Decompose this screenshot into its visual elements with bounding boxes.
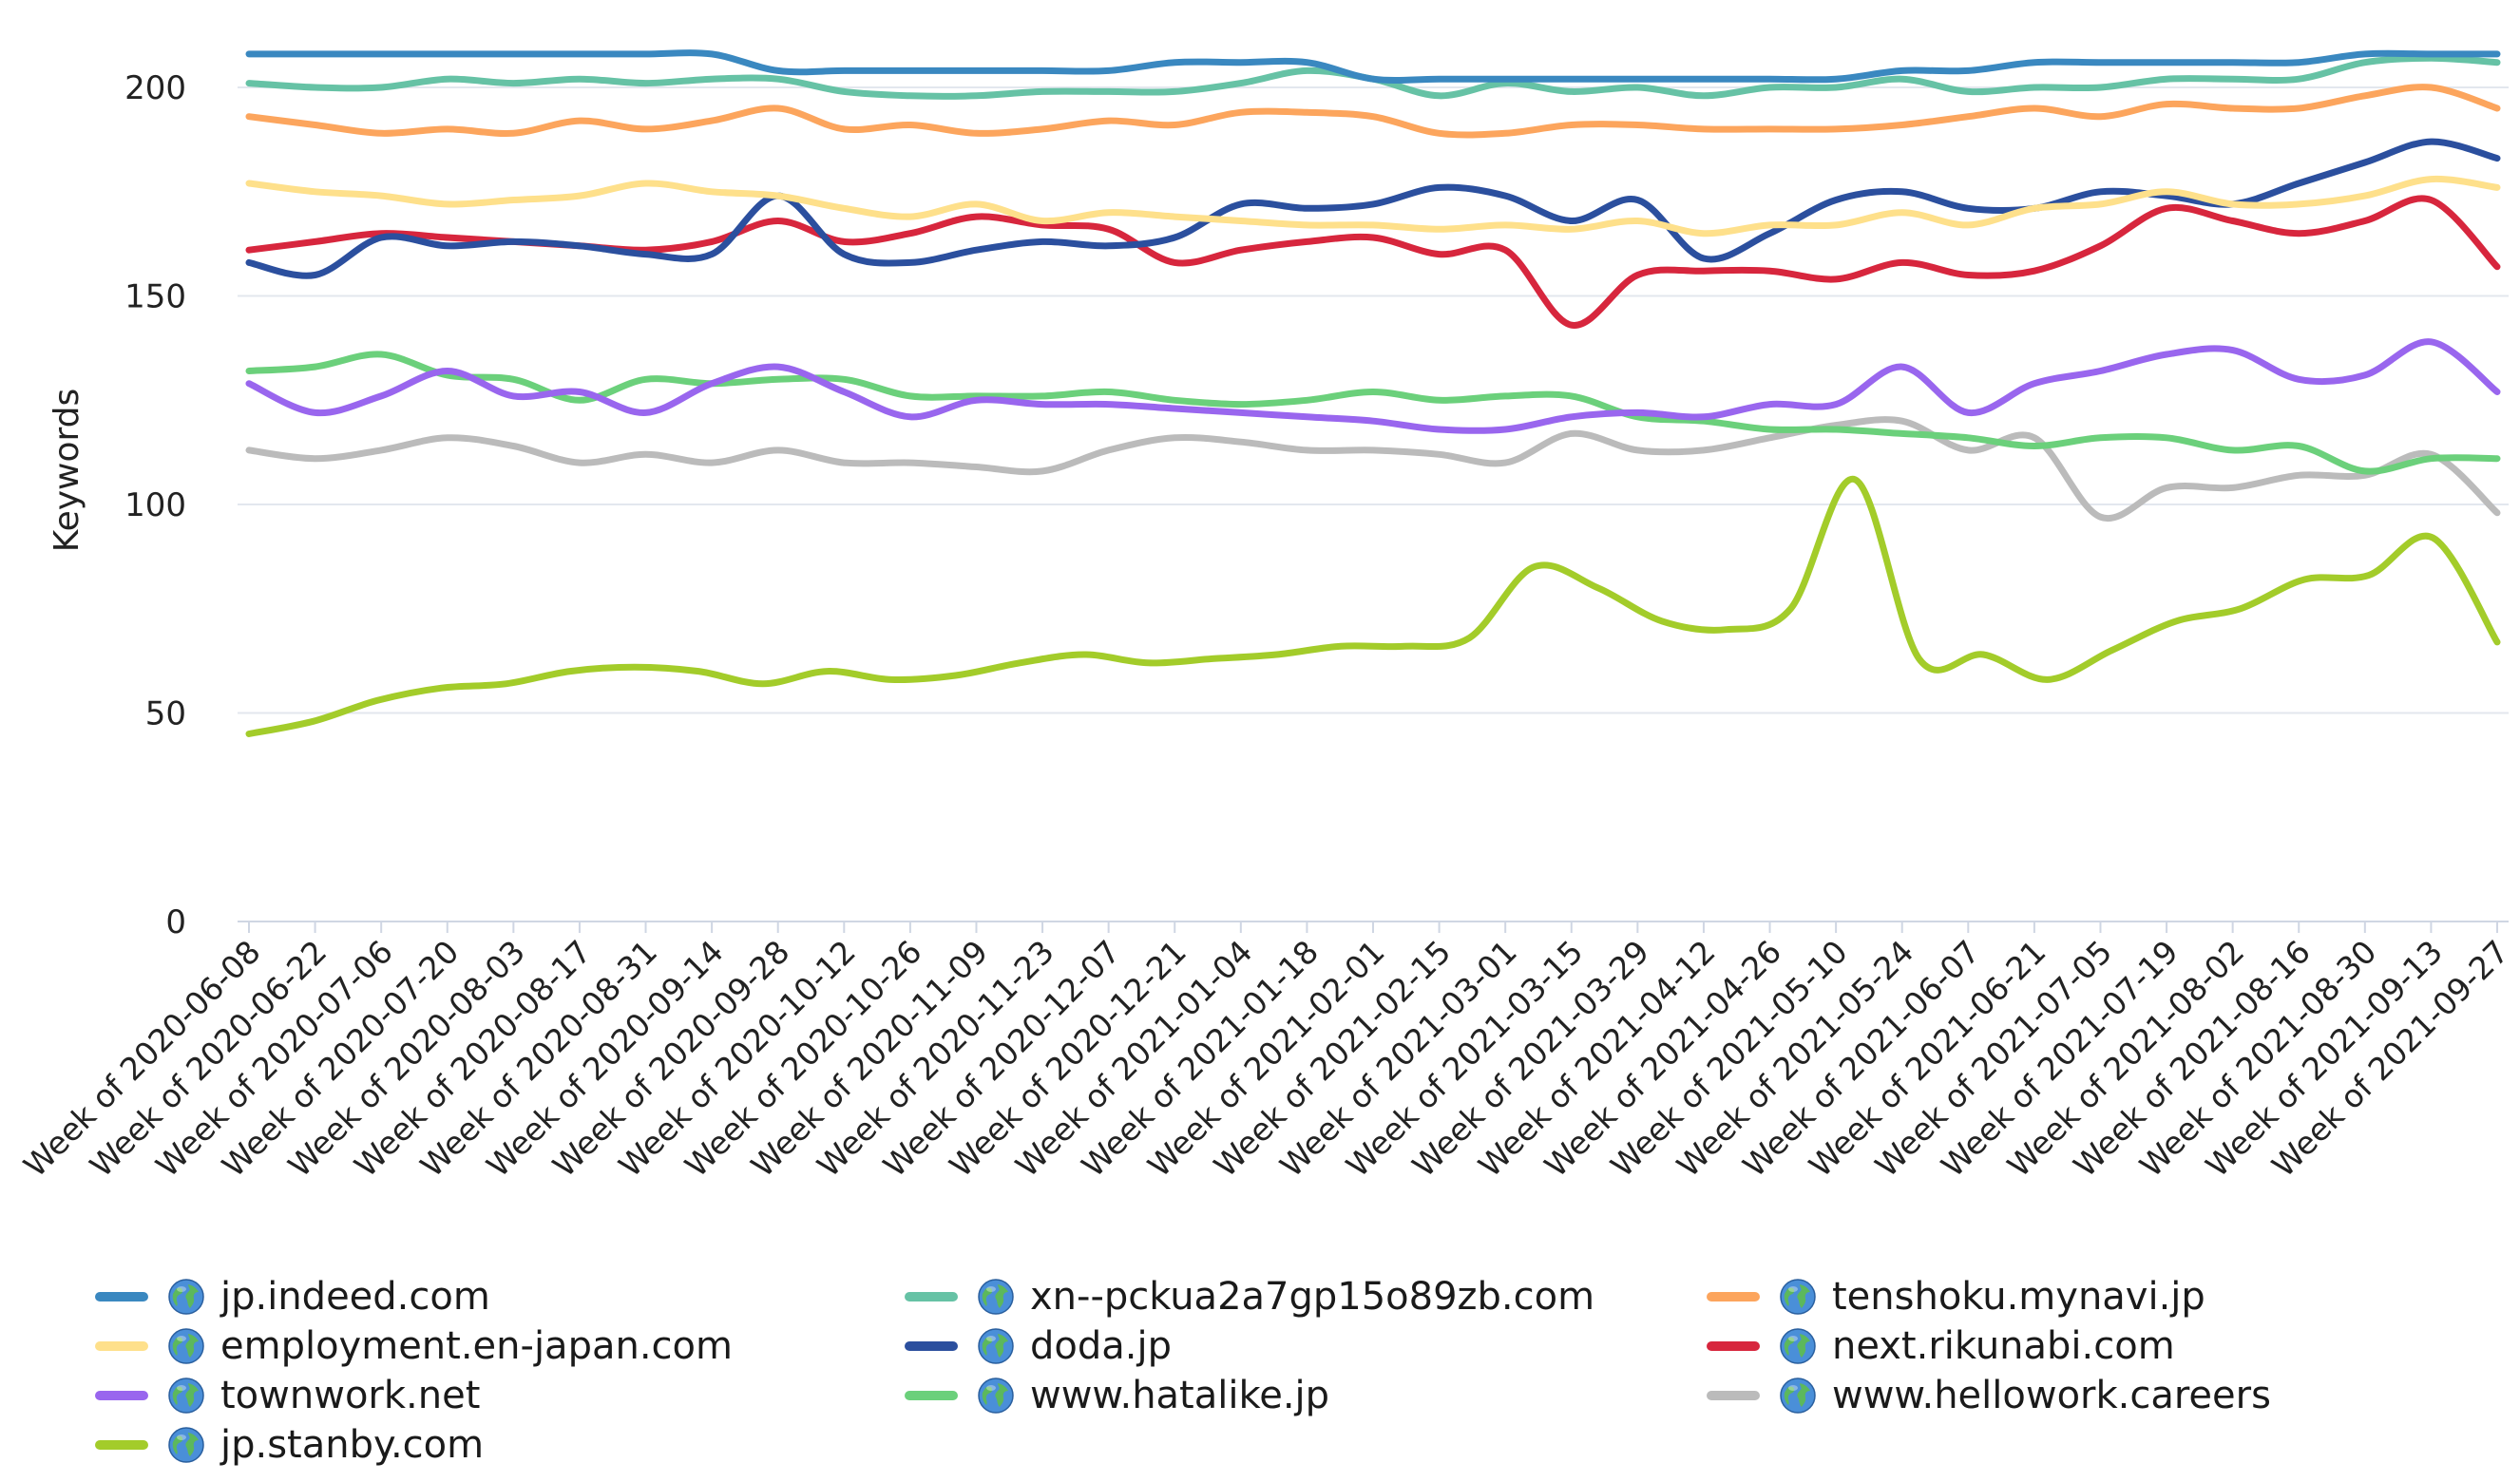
legend-label: employment.en-japan.com (220, 1324, 733, 1368)
legend-label: xn--pckua2a7gp15o89zb.com (1030, 1275, 1595, 1319)
globe-icon (168, 1279, 204, 1315)
legend-swatch (95, 1292, 148, 1302)
legend-label: next.rikunabi.com (1832, 1324, 2175, 1368)
legend-item[interactable]: next.rikunabi.com (1707, 1322, 2175, 1370)
y-tick-label: 100 (124, 486, 186, 524)
globe-icon (978, 1328, 1014, 1364)
legend-item[interactable]: www.hellowork.careers (1707, 1372, 2271, 1419)
legend-item[interactable]: tenshoku.mynavi.jp (1707, 1273, 2205, 1320)
series-line-employment-en-japan-com[interactable] (245, 175, 2501, 238)
legend-label: jp.indeed.com (220, 1275, 490, 1319)
legend-swatch (1707, 1391, 1760, 1400)
legend-item[interactable]: jp.indeed.com (95, 1273, 490, 1320)
globe-icon (1780, 1328, 1816, 1364)
series-line-next-rikunabi-com[interactable] (245, 195, 2501, 329)
series-line-townwork-net[interactable] (245, 338, 2501, 434)
globe-icon (1780, 1378, 1816, 1414)
legend-swatch (1707, 1292, 1760, 1302)
legend-swatch (95, 1440, 148, 1450)
legend-item[interactable]: doda.jp (905, 1322, 1172, 1370)
legend-label: jp.stanby.com (220, 1423, 485, 1467)
legend-swatch (95, 1391, 148, 1400)
y-tick-label: 50 (145, 695, 186, 733)
legend-label: www.hellowork.careers (1832, 1374, 2271, 1417)
legend-swatch (905, 1391, 958, 1400)
series-line-jp-stanby-com[interactable] (245, 476, 2501, 737)
legend-swatch (905, 1341, 958, 1351)
series-line-jp-indeed-com[interactable] (245, 49, 2501, 84)
legend-item[interactable]: xn--pckua2a7gp15o89zb.com (905, 1273, 1594, 1320)
legend-label: www.hatalike.jp (1030, 1374, 1330, 1417)
globe-icon (168, 1427, 204, 1463)
y-tick-label: 150 (124, 278, 186, 316)
legend-swatch (95, 1341, 148, 1351)
legend-label: townwork.net (220, 1374, 481, 1417)
globe-icon (978, 1378, 1014, 1414)
series-lines (245, 49, 2501, 737)
globe-icon (168, 1378, 204, 1414)
legend-label: tenshoku.mynavi.jp (1832, 1275, 2205, 1319)
globe-icon (168, 1328, 204, 1364)
legend-item[interactable]: townwork.net (95, 1372, 480, 1419)
chart-legend: jp.indeed.com xn--pckua2a7gp15o89zb.com te… (95, 1273, 2509, 1477)
series-line-www-hatalike-jp[interactable] (245, 351, 2501, 475)
legend-item[interactable]: employment.en-japan.com (95, 1322, 733, 1370)
y-axis-title: Keywords (48, 389, 86, 553)
y-axis: 0 50 100 150 200 (124, 69, 186, 941)
gridlines (238, 86, 2509, 922)
globe-icon (978, 1279, 1014, 1315)
legend-swatch (905, 1292, 958, 1302)
legend-swatch (1707, 1341, 1760, 1351)
series-line-doda-jp[interactable] (245, 138, 2501, 279)
series-line-www-hellowork-careers[interactable] (245, 416, 2501, 522)
globe-icon (1780, 1279, 1816, 1315)
y-tick-label: 0 (165, 903, 186, 941)
legend-item[interactable]: www.hatalike.jp (905, 1372, 1329, 1419)
series-line-tenshoku-mynavi-jp[interactable] (245, 84, 2501, 139)
legend-item[interactable]: jp.stanby.com (95, 1421, 484, 1469)
y-tick-label: 200 (124, 69, 186, 107)
legend-label: doda.jp (1030, 1324, 1172, 1368)
